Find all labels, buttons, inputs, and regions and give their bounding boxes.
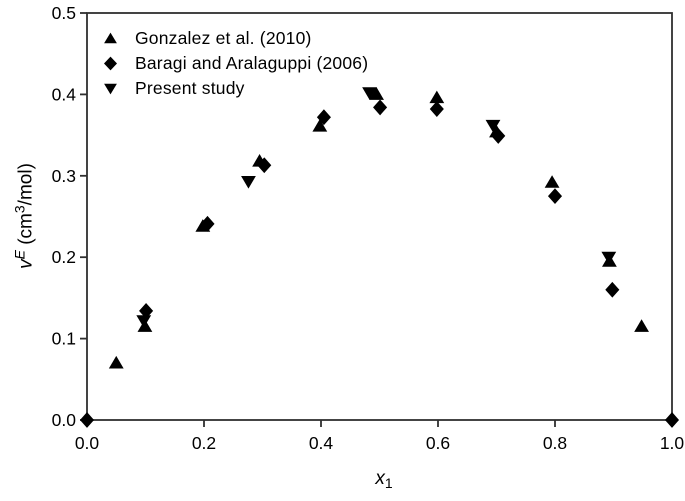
legend-label: Baragi and Aralaguppi (2006) (135, 53, 369, 73)
data-point-marker (664, 412, 680, 428)
data-point-marker (312, 119, 328, 132)
data-point-marker (362, 87, 377, 100)
legend-label: Present study (135, 78, 245, 98)
y-tick-label: 0.0 (52, 410, 77, 430)
x-tick-label: 0.2 (192, 433, 216, 453)
plot-frame (86, 12, 673, 421)
data-point-marker (200, 215, 215, 232)
data-point-marker (634, 319, 649, 332)
y-tick-label: 0.5 (52, 3, 76, 23)
data-point-marker (601, 251, 617, 265)
y-axis-label: vE (cm3/mol) (11, 163, 37, 269)
data-point-marker (369, 87, 384, 100)
y-tick-label: 0.2 (52, 247, 76, 267)
data-point-marker (136, 315, 152, 328)
y-tick-label: 0.1 (52, 329, 76, 349)
y-tick-label: 0.3 (52, 166, 76, 186)
data-point-marker (373, 99, 388, 116)
data-point-marker (485, 119, 501, 133)
x-tick-label: 1.0 (660, 433, 685, 453)
x-axis-label: x1 (375, 468, 393, 491)
data-point-marker (547, 188, 563, 205)
data-point-marker (108, 355, 124, 369)
data-point-marker (605, 281, 620, 298)
legend-label: Gonzalez et al. (2010) (135, 28, 312, 48)
x-tick-label: 0.6 (426, 433, 450, 453)
data-point-marker (544, 175, 560, 188)
data-point-marker (429, 101, 444, 117)
data-point-marker (429, 90, 445, 104)
data-point-marker (491, 128, 506, 144)
triangle-up-icon (104, 32, 117, 44)
legend-item-present-study: Present study (103, 76, 368, 101)
y-tick-label: 0.4 (52, 84, 77, 104)
data-point-marker (257, 157, 272, 174)
data-point-marker (79, 412, 95, 428)
x-tick-label: 0.0 (75, 433, 100, 453)
diamond-icon (104, 56, 117, 71)
triangle-down-icon (104, 83, 117, 95)
legend-item-gonzalez: Gonzalez et al. (2010) (103, 26, 368, 51)
chart-legend: Gonzalez et al. (2010) Baragi and Aralag… (103, 26, 368, 101)
x-tick-label: 0.8 (543, 433, 567, 453)
data-point-marker (316, 109, 331, 126)
legend-item-baragi: Baragi and Aralaguppi (2006) (103, 51, 368, 76)
data-point-marker (241, 175, 256, 189)
x-tick-label: 0.4 (309, 433, 334, 453)
